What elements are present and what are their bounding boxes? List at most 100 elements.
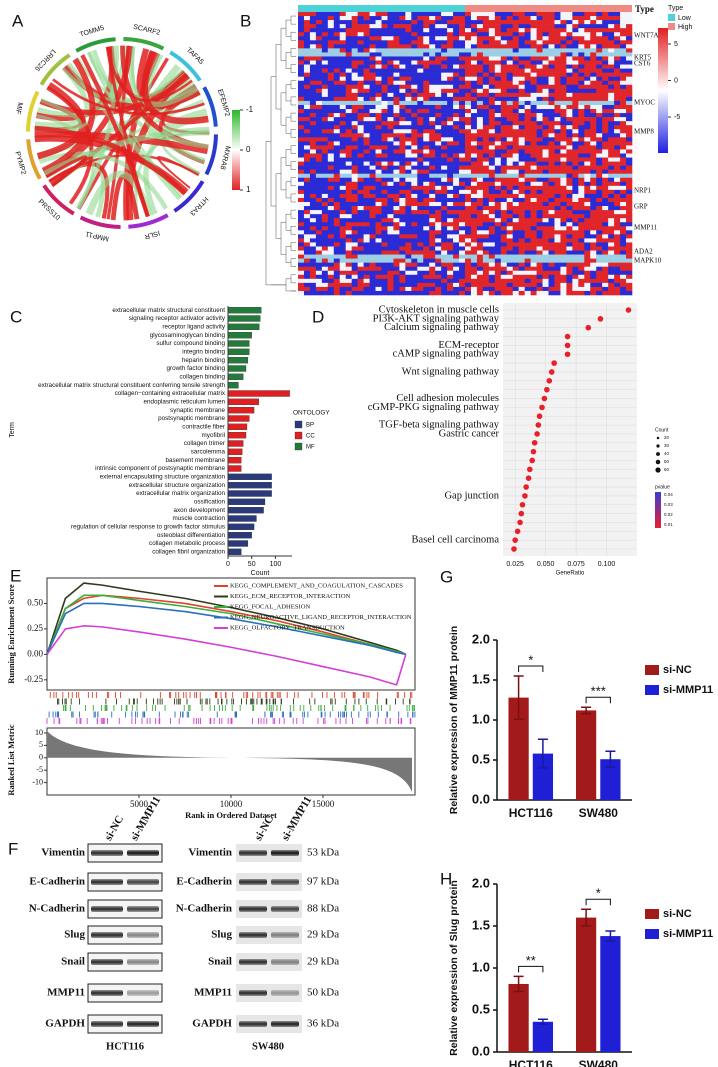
heatmap-cell (494, 197, 502, 203)
heatmap-cell (411, 109, 418, 114)
heatmap-cell (512, 125, 519, 130)
heatmap-cell (482, 20, 490, 25)
heatmap-cell (602, 197, 609, 203)
heatmap-cell (315, 250, 323, 255)
heatmap-cell (357, 76, 364, 82)
heatmap-cell (363, 153, 370, 158)
heatmap-cell (476, 24, 484, 29)
heatmap-cell (470, 238, 478, 243)
heatmap-cell (321, 100, 329, 106)
heatmap-cell (303, 32, 311, 37)
heatmap-cell (584, 157, 591, 162)
heatmap-cell (303, 282, 311, 288)
gene-label: MYOC (634, 99, 655, 107)
heatmap-cell (554, 262, 561, 267)
heatmap-cell (345, 181, 352, 187)
heatmap-cell (506, 206, 514, 211)
heatmap-cell (339, 238, 347, 243)
heatmap-cell (494, 169, 502, 175)
heatmap-cell (608, 222, 615, 227)
heatmap-cell (339, 68, 347, 73)
heatmap-cell (453, 28, 460, 33)
heatmap-cell (626, 153, 633, 158)
heatmap-cell (620, 56, 627, 61)
heatmap-cell (560, 290, 567, 296)
heatmap-cell (482, 149, 490, 154)
heatmap-cell (554, 44, 561, 49)
heatmap-cell (465, 36, 472, 41)
heatmap-cell (423, 197, 430, 203)
heatmap-cell (494, 274, 502, 280)
heatmap-cell (566, 218, 573, 223)
heatmap-cell (381, 246, 388, 251)
heatmap-cell (435, 16, 442, 21)
heatmap-cell (602, 40, 609, 45)
heatmap-cell (387, 32, 394, 37)
heatmap-cell (602, 250, 609, 255)
heatmap-cell (512, 181, 519, 187)
heatmap-cell (542, 129, 549, 134)
heatmap-cell (321, 104, 329, 110)
heatmap-cell (441, 100, 448, 106)
heatmap-cell (506, 76, 514, 82)
heatmap-cell (298, 64, 305, 69)
dot (536, 413, 543, 420)
heatmap-cell (447, 290, 454, 296)
heatmap-cell (423, 32, 430, 37)
heatmap-cell (470, 242, 478, 247)
heatmap-cell (626, 40, 633, 45)
heatmap-cell (315, 72, 323, 77)
heatmap-cell (393, 193, 400, 199)
heatmap-cell (500, 60, 508, 65)
heatmap-cell (429, 24, 436, 29)
size-label: 88 kDa (307, 903, 339, 915)
heatmap-cell (512, 282, 519, 288)
heatmap-cell (614, 68, 621, 73)
heatmap-cell (321, 250, 329, 255)
heatmap-cell (512, 274, 519, 280)
heatmap-cell (381, 96, 388, 102)
heatmap-cell (554, 254, 561, 259)
heatmap-cell (578, 262, 585, 267)
heatmap-cell (608, 258, 615, 263)
heatmap-cell (429, 92, 436, 98)
heatmap-cell (387, 161, 394, 166)
heatmap-cell (596, 24, 603, 29)
heatmap-cell (321, 238, 329, 243)
y-axis-label: Running Enrichment Score (6, 584, 16, 684)
heatmap-cell (417, 104, 424, 110)
term-label: collagen trimer (184, 440, 225, 447)
heatmap-cell (327, 262, 335, 267)
bar (227, 323, 260, 330)
heatmap-cell (494, 145, 502, 150)
heatmap-cell (375, 173, 382, 179)
heatmap-cell (518, 100, 525, 106)
heatmap-cell (470, 76, 478, 82)
heatmap-cell (399, 266, 406, 272)
heatmap-cell (441, 177, 448, 183)
heatmap-cell (381, 84, 388, 90)
heatmap-cell (333, 104, 341, 110)
heatmap-cell (542, 230, 549, 235)
heatmap-cell (459, 12, 466, 17)
heatmap-cell (482, 181, 490, 187)
heatmap-cell (423, 145, 430, 150)
heatmap-cell (554, 129, 561, 134)
heatmap-cell (536, 24, 543, 29)
heatmap-cell (465, 246, 472, 251)
heatmap-cell (506, 145, 514, 150)
x-tick-label: 50 (248, 561, 256, 568)
heatmap-cell (357, 44, 364, 49)
heatmap-cell (399, 286, 406, 292)
heatmap-cell (500, 64, 508, 69)
heatmap-cell (542, 238, 549, 243)
heatmap-cell (417, 270, 424, 276)
heatmap-cell (578, 113, 585, 118)
heatmap-cell (363, 72, 370, 77)
heatmap-cell (518, 96, 525, 102)
heatmap-cell (518, 40, 525, 45)
heatmap-cell (560, 68, 567, 73)
error-bar (537, 738, 548, 769)
heatmap-cell (357, 197, 364, 203)
heatmap-cell (596, 290, 603, 296)
